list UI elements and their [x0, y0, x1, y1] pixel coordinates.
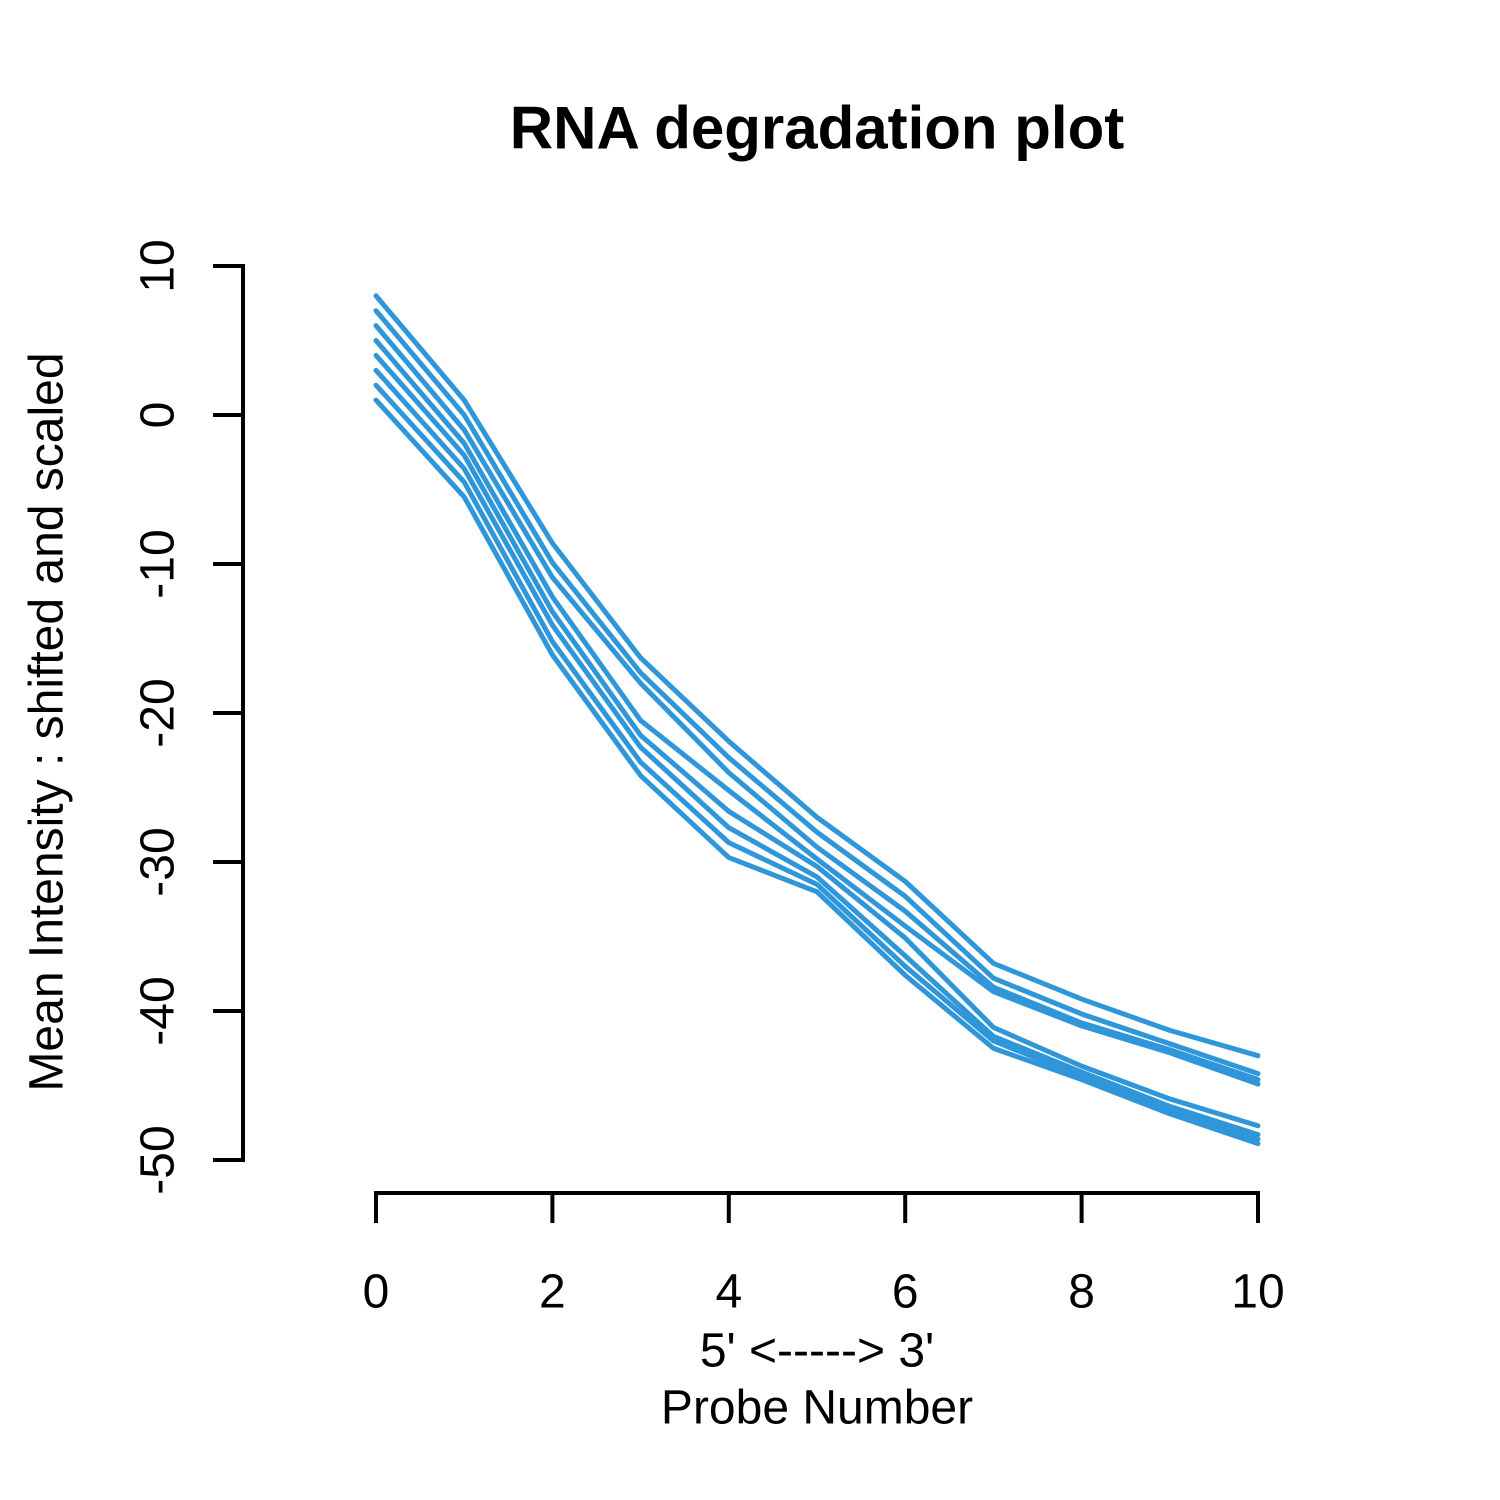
- x-tick-label: 2: [539, 1266, 566, 1319]
- x-axis-title-direction: 5' <-----> 3': [700, 1325, 934, 1378]
- y-axis-title: Mean Intensity : shifted and scaled: [21, 352, 74, 1091]
- series-line-1: [373, 293, 1261, 1059]
- y-tick-label: -40: [132, 976, 185, 1045]
- series-line-5: [373, 352, 1261, 1129]
- series-line-7: [373, 382, 1261, 1142]
- x-axis-title-probe-number: Probe Number: [661, 1382, 973, 1435]
- y-tick-label: -10: [132, 529, 185, 598]
- series-line-2: [373, 308, 1261, 1077]
- x-tick-label: 8: [1068, 1266, 1095, 1319]
- series-line-8: [373, 397, 1261, 1147]
- x-tick-label: 4: [715, 1266, 742, 1319]
- series-line-4: [373, 338, 1261, 1087]
- y-tick-label: -30: [132, 827, 185, 896]
- series-line-6: [373, 367, 1261, 1138]
- y-tick-label: 0: [132, 402, 185, 429]
- y-tick-label: -20: [132, 678, 185, 747]
- y-tick-label: 10: [132, 239, 185, 292]
- y-tick-label: -50: [132, 1125, 185, 1194]
- x-tick-label: 6: [892, 1266, 919, 1319]
- x-tick-label: 0: [363, 1266, 390, 1319]
- series-group: [373, 293, 1261, 1147]
- chart-title: RNA degradation plot: [510, 95, 1124, 162]
- x-tick-label: 10: [1231, 1266, 1284, 1319]
- axes-group: 10 0 -10 -20 -30 -40 -50 0 2 4 6 8 10: [132, 239, 1285, 1318]
- series-line-3: [373, 323, 1261, 1083]
